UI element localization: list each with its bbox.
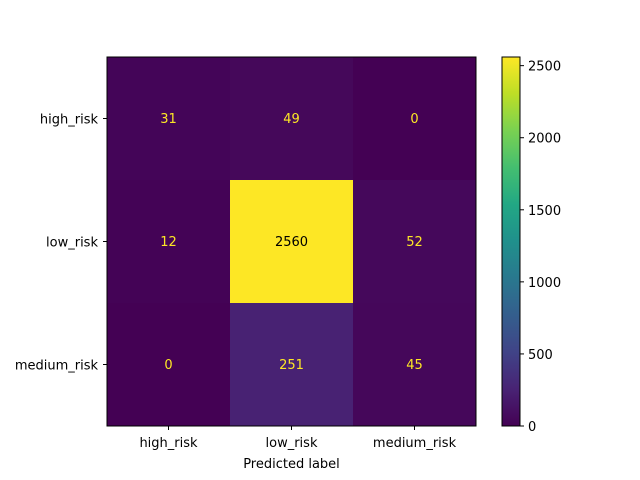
heatmap-cell: [230, 180, 353, 303]
colorbar-frame: [501, 56, 521, 427]
heatmap-cell: [107, 57, 230, 180]
cell-value-label: 31: [160, 112, 177, 127]
heatmap-cell: [353, 57, 476, 180]
colorbar-tick-label: 2000: [528, 132, 561, 147]
cell-value-label: 251: [279, 358, 304, 373]
cell-value-label: 45: [406, 358, 423, 373]
y-tick-label: low_risk: [46, 236, 98, 251]
cell-value-label: 52: [406, 235, 423, 250]
heatmap-cell: [107, 180, 230, 303]
colorbar-tick-label: 1000: [528, 276, 561, 291]
y-tick-label: medium_risk: [15, 359, 99, 374]
cell-value-label: 0: [164, 358, 172, 373]
colorbar-tick-label: 1500: [528, 204, 561, 219]
heatmap-cell: [353, 303, 476, 426]
colorbar-tick-label: 2500: [528, 60, 561, 75]
colorbar-gradient: [502, 57, 520, 426]
x-tick-label: medium_risk: [373, 436, 457, 451]
cell-value-label: 0: [410, 112, 418, 127]
x-axis-ticks: high_risk low_risk medium_risk: [139, 426, 457, 451]
cell-value-label: 2560: [275, 235, 308, 250]
heatmap-cell: [230, 303, 353, 426]
heatmap-cell: [353, 180, 476, 303]
heatmap-cells: 31 49 0 12 2560 52 0 251 45: [107, 57, 476, 426]
colorbar: 0 500 1000 1500 2000 2500: [501, 56, 561, 435]
y-axis-ticks: high_risk low_risk medium_risk: [15, 113, 107, 374]
x-tick-label: low_risk: [266, 436, 318, 451]
x-axis-label: Predicted label: [243, 457, 340, 472]
y-tick-label: high_risk: [40, 113, 99, 128]
heatmap-cell: [230, 57, 353, 180]
cell-value-label: 49: [283, 112, 300, 127]
x-tick-label: high_risk: [139, 436, 198, 451]
colorbar-tick-label: 500: [528, 348, 553, 363]
colorbar-tick-label: 0: [528, 420, 536, 435]
cell-value-label: 12: [160, 235, 177, 250]
heatmap-cell: [107, 303, 230, 426]
